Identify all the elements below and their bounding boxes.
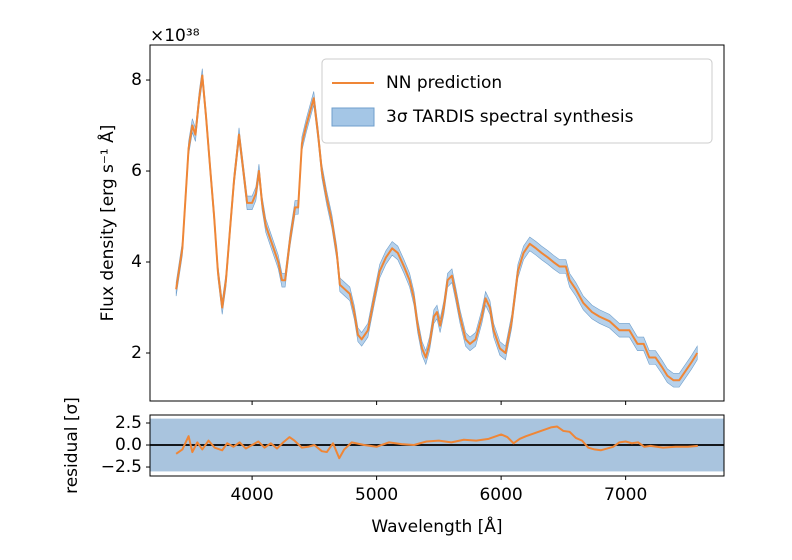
y-tick-label: 4 bbox=[131, 252, 142, 272]
y-tick-label: 2.5 bbox=[115, 413, 142, 433]
y-tick-label: 2 bbox=[131, 343, 142, 363]
x-axis-label: Wavelength [Å] bbox=[371, 515, 502, 537]
offset-text: ×10³⁸ bbox=[150, 26, 200, 46]
x-tick-label: 6000 bbox=[479, 485, 522, 505]
y-tick-label: 0.0 bbox=[115, 435, 142, 455]
x-tick-label: 7000 bbox=[604, 485, 647, 505]
x-tick-label: 4000 bbox=[230, 485, 273, 505]
axes-frame bbox=[149, 44, 725, 402]
plot-area bbox=[150, 418, 724, 472]
series-line bbox=[175, 425, 698, 460]
y-tick-label: 6 bbox=[131, 161, 142, 181]
plot-area bbox=[175, 68, 699, 388]
x-tick-label: 5000 bbox=[355, 485, 398, 505]
legend-swatch bbox=[331, 107, 375, 127]
y-axis-label: residual [σ] bbox=[62, 397, 82, 494]
y-tick-label: 8 bbox=[131, 70, 142, 90]
series-line bbox=[175, 74, 699, 382]
legend-box bbox=[321, 58, 713, 144]
legend-label: 3σ TARDIS spectral synthesis bbox=[386, 107, 634, 127]
y-tick-label: −2.5 bbox=[101, 457, 142, 477]
legend-label: NN prediction bbox=[386, 73, 502, 93]
y-axis-label: Flux density [erg s⁻¹ Å] bbox=[96, 125, 118, 322]
